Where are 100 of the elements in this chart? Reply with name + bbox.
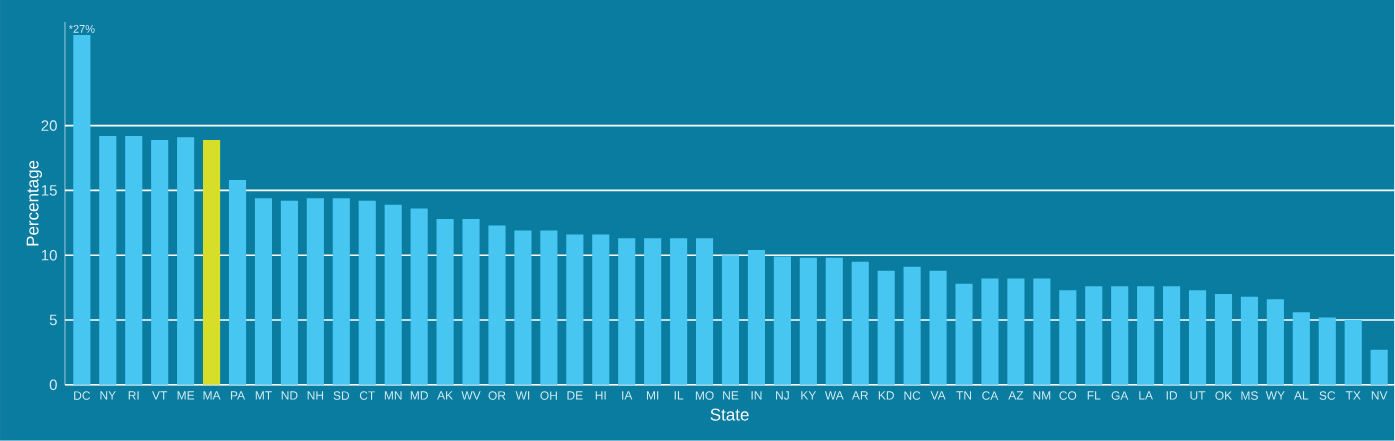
x-tick-label: IL (674, 391, 684, 400)
x-tick-label: NM (1033, 391, 1051, 400)
bar (488, 225, 506, 385)
x-tick-label: UT (1190, 391, 1206, 400)
annotation: *27% (68, 25, 95, 33)
x-axis-title: State (710, 408, 749, 421)
bar (1214, 294, 1233, 385)
bar (514, 230, 532, 385)
x-tick-label: SC (1319, 391, 1336, 400)
x-tick-label: MD (410, 391, 428, 400)
bar (1085, 286, 1103, 385)
bar (618, 238, 636, 385)
bar (1163, 286, 1181, 385)
bar (99, 136, 117, 385)
bar (410, 208, 428, 385)
bar (592, 234, 610, 385)
x-tick-label: FL (1087, 391, 1101, 400)
bar (1033, 278, 1051, 385)
bar (1266, 299, 1284, 385)
bar (436, 219, 454, 385)
x-tick-label: CT (359, 391, 375, 400)
bar (384, 204, 402, 385)
bar (332, 198, 350, 385)
bar (1318, 317, 1336, 385)
bar (1240, 296, 1258, 385)
bar (695, 238, 714, 385)
bar (306, 198, 324, 385)
bar (125, 136, 143, 385)
x-tick-label: OR (488, 391, 506, 400)
x-tick-label: OH (540, 391, 557, 400)
bar (280, 200, 298, 385)
x-tick-label: RI (128, 391, 139, 400)
bar (670, 238, 688, 385)
x-tick-label: NE (723, 391, 739, 400)
x-tick-label: NC (904, 391, 921, 400)
x-tick-label: KD (878, 391, 894, 400)
x-tick-label: SD (333, 391, 350, 400)
bar (1059, 290, 1077, 385)
bar (825, 257, 843, 385)
x-tick-label: AR (851, 391, 868, 400)
bar (851, 261, 869, 385)
x-tick-label: VA (930, 391, 946, 400)
x-tick-label: DC (74, 391, 91, 400)
bar (228, 180, 247, 385)
bar (203, 140, 221, 385)
x-tick-label: HI (595, 391, 606, 400)
bar (929, 270, 947, 385)
x-tick-label: OK (1215, 391, 1233, 400)
bar (747, 250, 766, 385)
bar (1007, 278, 1025, 385)
x-tick-label: TX (1345, 391, 1361, 400)
bar (799, 257, 817, 385)
x-tick-label: IN (751, 391, 762, 400)
bar (1188, 290, 1207, 385)
x-tick-label: ID (1166, 391, 1178, 400)
bar (1370, 349, 1388, 385)
y-tick-label: 20 (41, 120, 57, 132)
x-tick-label: MN (384, 391, 402, 400)
x-tick-label: CA (982, 391, 999, 400)
x-tick-label: WY (1265, 391, 1285, 400)
x-tick-label: LA (1139, 391, 1153, 400)
bar (151, 140, 169, 385)
bar (177, 137, 195, 385)
x-tick-label: ME (177, 391, 195, 400)
bar (955, 283, 973, 385)
bar (540, 230, 558, 385)
x-tick-label: PA (230, 391, 246, 400)
bar (1111, 286, 1129, 385)
bar (1344, 320, 1362, 385)
x-tick-label: AZ (1008, 391, 1024, 400)
x-tick-label: MI (646, 391, 659, 400)
x-tick-label: NV (1371, 391, 1388, 400)
bar (1137, 286, 1155, 385)
x-tick-label: GA (1111, 391, 1129, 400)
x-tick-label: NY (100, 391, 116, 400)
y-tick-label: 10 (41, 250, 57, 261)
x-tick-label: CO (1059, 391, 1077, 400)
bar (358, 200, 376, 385)
y-tick-label: 0 (49, 379, 57, 391)
x-tick-label: TN (956, 391, 972, 400)
x-tick-label: WV (461, 391, 481, 400)
x-tick-label: WA (824, 391, 844, 400)
x-tick-label: ND (281, 391, 298, 400)
x-tick-label: DE (567, 391, 583, 400)
bar (903, 266, 921, 385)
x-tick-label: NJ (776, 391, 789, 400)
bar (981, 278, 999, 385)
bar (254, 198, 273, 385)
y-axis-title: Percentage (26, 160, 42, 246)
bar (644, 238, 662, 385)
bar (566, 234, 584, 385)
bar (73, 35, 91, 385)
x-tick-label: IA (622, 391, 633, 400)
x-tick-label: NH (307, 391, 324, 400)
y-tick-label: 15 (41, 185, 57, 196)
bar (462, 219, 480, 385)
x-tick-label: MO (695, 391, 714, 400)
bar (1292, 312, 1310, 385)
x-tick-label: MS (1241, 391, 1258, 400)
x-tick-label: MA (203, 391, 221, 400)
